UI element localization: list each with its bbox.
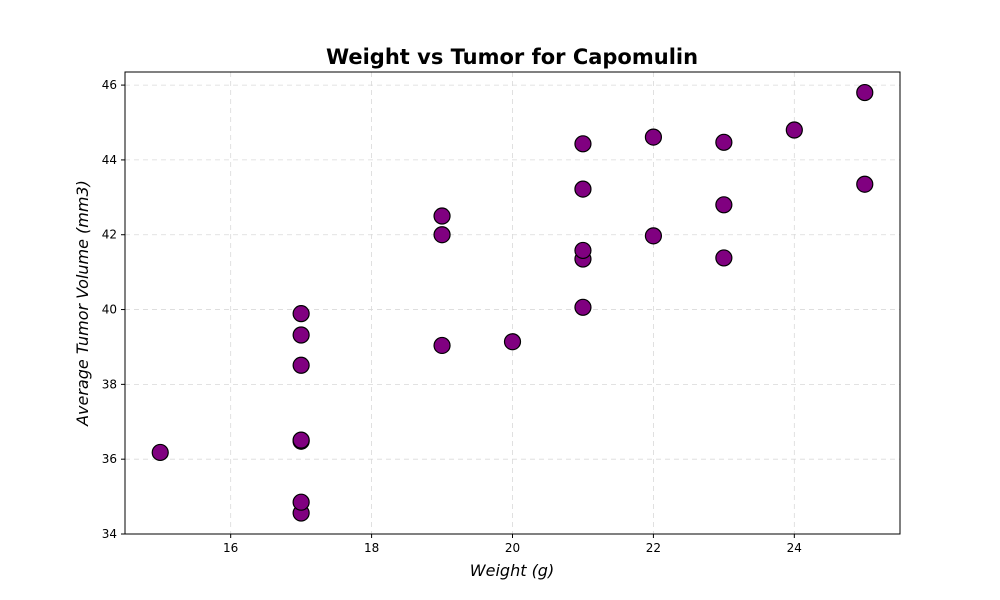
x-tick-label: 24 xyxy=(787,541,802,555)
scatter-point xyxy=(292,305,310,323)
y-tick-label: 34 xyxy=(102,527,117,541)
scatter-point xyxy=(292,326,310,344)
scatter-point xyxy=(856,83,874,102)
scatter-point xyxy=(644,227,663,245)
y-tick-label: 46 xyxy=(102,78,117,92)
scatter-point xyxy=(503,333,522,351)
points-layer xyxy=(151,83,874,522)
ticks-layer: 16 18 20 22 24 34 36 38 40 42 44 46 xyxy=(102,78,802,555)
y-tick-label: 40 xyxy=(102,303,117,317)
y-tick-label: 42 xyxy=(102,228,117,242)
scatter-point xyxy=(856,175,874,193)
scatter-point xyxy=(292,493,310,511)
x-tick-label: 18 xyxy=(364,541,379,555)
scatter-point xyxy=(715,249,733,267)
scatter-point xyxy=(574,135,592,153)
y-tick-label: 36 xyxy=(102,452,117,466)
scatter-point xyxy=(715,196,733,214)
scatter-point xyxy=(292,431,310,449)
scatter-point xyxy=(715,133,733,151)
scatter-point xyxy=(433,226,451,244)
x-axis-label: Weight (g) xyxy=(470,561,554,580)
y-axis-label: Average Tumor Volume (mm3) xyxy=(73,180,92,427)
scatter-point xyxy=(574,180,592,198)
scatter-point xyxy=(574,241,592,260)
scatter-point xyxy=(151,443,169,462)
scatter-point xyxy=(433,207,451,225)
scatter-point xyxy=(644,128,663,146)
scatter-point xyxy=(433,336,451,355)
x-tick-label: 20 xyxy=(505,541,520,555)
scatter-point xyxy=(785,121,803,139)
x-tick-label: 22 xyxy=(646,541,661,555)
y-tick-label: 44 xyxy=(102,153,117,167)
y-tick-label: 38 xyxy=(102,377,117,391)
x-tick-label: 16 xyxy=(223,541,238,555)
scatter-point xyxy=(574,298,592,316)
scatter-point xyxy=(292,356,310,374)
chart-title: Weight vs Tumor for Capomulin xyxy=(326,45,698,69)
